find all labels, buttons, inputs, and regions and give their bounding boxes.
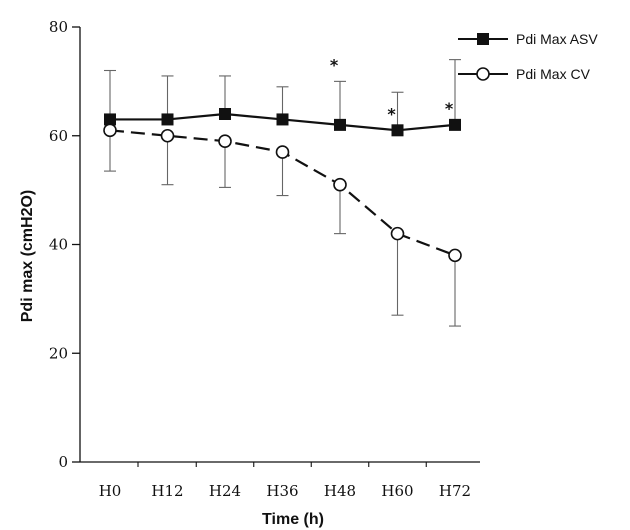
significance-annotations: * * * (330, 55, 454, 123)
error-bars (104, 59, 461, 327)
y-tick-label: 80 (49, 18, 68, 36)
data-point-square (276, 113, 289, 126)
data-point-square (104, 113, 116, 126)
data-point-circle (390, 226, 405, 241)
data-point-circle (275, 145, 290, 159)
data-point-square (219, 108, 231, 120)
legend-label: Pdi Max CV (516, 66, 591, 82)
x-tick-label: H0 (99, 482, 122, 500)
y-tick-label: 0 (58, 453, 68, 471)
legend-marker-square (477, 33, 489, 45)
x-tick-label: H12 (151, 482, 183, 500)
data-point-circle (218, 134, 232, 148)
x-tick-label: H48 (324, 482, 356, 500)
data-point-circle (333, 177, 347, 192)
data-point-square (391, 124, 404, 137)
x-tick-label: H36 (266, 482, 298, 500)
significance-star: * (445, 99, 454, 118)
axes: 0 20 40 60 80 H0 H12 H24 H36 H48 H60 H72 (49, 18, 480, 500)
data-point-square (449, 118, 461, 131)
legend: Pdi Max ASV Pdi Max CV (458, 31, 598, 82)
data-point-circle (160, 128, 175, 143)
x-tick-label: H24 (209, 482, 241, 500)
significance-star: * (387, 104, 396, 123)
series-markers (103, 108, 462, 263)
data-point-circle (448, 248, 462, 263)
x-tick-label: H72 (439, 482, 471, 500)
y-tick-label: 20 (49, 344, 68, 362)
y-tick-label: 40 (49, 236, 68, 254)
x-tick-label: H60 (381, 482, 413, 500)
data-point-square (334, 118, 346, 131)
data-point-square (161, 113, 174, 126)
y-tick-label: 60 (49, 127, 68, 145)
y-axis-title: Pdi max (cmH2O) (19, 190, 36, 322)
significance-star: * (330, 55, 339, 74)
legend-label: Pdi Max ASV (516, 31, 598, 47)
legend-marker-circle (476, 67, 490, 81)
data-point-circle (103, 123, 117, 138)
x-axis-title: Time (h) (262, 511, 324, 528)
